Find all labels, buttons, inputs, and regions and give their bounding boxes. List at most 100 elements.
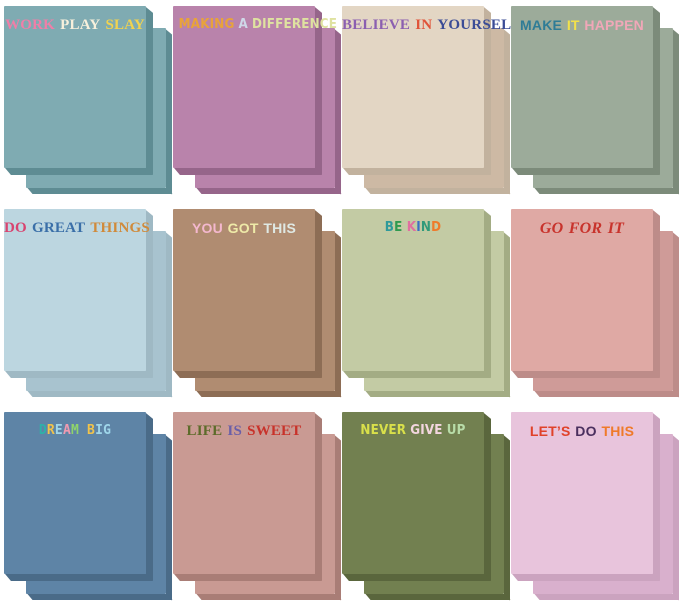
pad-edge-bottom: [343, 371, 491, 378]
pad-edge-bottom: [365, 391, 511, 397]
note-pad-front-do-great-things[interactable]: DO GREAT THINGS: [4, 209, 153, 378]
caption-letter: E: [54, 423, 63, 438]
caption-word: IS: [227, 423, 243, 439]
caption-letter: G: [103, 423, 112, 438]
note-pad-front-dream-big[interactable]: DREAM BIG: [4, 412, 153, 581]
caption-word: HAPPEN: [584, 17, 644, 33]
pad-edge-right: [653, 210, 660, 378]
note-pad-stack-lets-do-this[interactable]: LET’S DO THIS: [511, 412, 679, 601]
pad-edge-right: [146, 7, 153, 175]
note-pad-caption-lets-do-this: LET’S DO THIS: [511, 424, 653, 438]
note-pad-stack-do-great-things[interactable]: DO GREAT THINGS: [4, 209, 173, 398]
caption-word: FOR: [568, 220, 603, 237]
note-pad-front-you-got-this[interactable]: YOU GOT THIS: [173, 209, 322, 378]
note-pad-stack-never-give-up[interactable]: NEVER GIVE UP: [342, 412, 511, 601]
caption-word: DO: [4, 220, 27, 236]
pad-edge-right: [315, 210, 322, 378]
caption-letter: R: [46, 423, 55, 438]
pad-edge-bottom: [27, 188, 173, 194]
caption-word: LIFE: [186, 423, 223, 439]
note-pad-stack-you-got-this[interactable]: YOU GOT THIS: [173, 209, 342, 398]
note-pad-front-never-give-up[interactable]: NEVER GIVE UP: [342, 412, 491, 581]
note-pad-front-making-a-difference[interactable]: MAKING A DIFFERENCE: [173, 6, 337, 175]
caption-letter: N: [420, 220, 432, 235]
note-pad-stack-go-for-it[interactable]: GO FOR IT: [511, 209, 679, 398]
pad-edge-bottom: [196, 391, 342, 397]
caption-word: WORK: [5, 17, 56, 33]
caption-letter: [79, 423, 87, 438]
caption-word: YOU: [191, 220, 223, 236]
note-pad-stack-make-it-happen[interactable]: MAKE IT HAPPEN: [511, 6, 679, 195]
caption-word: IT: [607, 220, 625, 237]
pad-edge-right: [146, 413, 153, 581]
note-pad-caption-do-great-things: DO GREAT THINGS: [4, 220, 150, 236]
caption-letter: E: [394, 220, 403, 235]
pad-edge-right: [315, 413, 322, 581]
note-pad-stack-life-is-sweet[interactable]: LIFE IS SWEET: [173, 412, 342, 601]
pad-edge-right: [166, 232, 172, 398]
caption-word: DIFFERENCE: [252, 17, 338, 32]
pad-edge-bottom: [512, 371, 660, 378]
note-pad-caption-dream-big: DREAM BIG: [4, 424, 146, 437]
note-pad-front-work-play-slay[interactable]: WORK PLAY SLAY: [4, 6, 153, 175]
caption-letter: A: [62, 423, 71, 438]
caption-word: YOURSELF: [437, 17, 521, 33]
note-pad-caption-be-kind: BE KIND: [348, 221, 479, 234]
caption-word: A: [238, 17, 248, 32]
caption-letter: K: [406, 220, 417, 235]
pad-edge-bottom: [534, 188, 679, 194]
note-pad-stack-dream-big[interactable]: DREAM BIG: [4, 412, 173, 601]
pad-edge-bottom: [365, 594, 511, 600]
note-pad-stack-making-a-difference[interactable]: MAKING A DIFFERENCE: [173, 6, 342, 195]
pad-edge-bottom: [365, 188, 511, 194]
caption-letter: B: [87, 423, 96, 438]
caption-word: SWEET: [247, 423, 302, 439]
caption-letter: D: [38, 423, 47, 438]
pad-edge-bottom: [174, 574, 322, 581]
caption-letter: D: [431, 220, 442, 235]
note-pad-stack-work-play-slay[interactable]: WORK PLAY SLAY: [4, 6, 173, 195]
caption-word: GREAT: [32, 220, 86, 236]
pad-edge-bottom: [174, 371, 322, 378]
caption-letter: B: [384, 220, 395, 235]
pad-edge-right: [653, 413, 660, 581]
caption-word: PLAY: [60, 17, 101, 33]
note-pad-front-go-for-it[interactable]: GO FOR IT: [511, 209, 660, 378]
caption-word: THINGS: [90, 220, 150, 236]
caption-word: IN: [415, 17, 433, 33]
pad-edge-bottom: [196, 594, 342, 600]
note-pad-front-lets-do-this[interactable]: LET’S DO THIS: [511, 412, 660, 581]
caption-word: LET’S: [529, 423, 571, 439]
pad-edge-right: [653, 7, 660, 175]
note-pad-front-be-kind[interactable]: BE KIND: [342, 209, 491, 378]
note-pad-front-life-is-sweet[interactable]: LIFE IS SWEET: [173, 412, 322, 581]
pad-edge-right: [335, 29, 341, 195]
note-pad-caption-go-for-it: GO FOR IT: [511, 221, 653, 237]
pad-edge-right: [484, 413, 491, 581]
pad-edge-right: [504, 435, 510, 601]
note-pad-front-make-it-happen[interactable]: MAKE IT HAPPEN: [511, 6, 660, 175]
pad-edge-bottom: [5, 371, 153, 378]
pad-edge-bottom: [5, 168, 153, 175]
note-pad-front-believe-in-yourself[interactable]: BELIEVE IN YOURSELF: [342, 6, 520, 175]
pad-edge-right: [504, 232, 510, 398]
pad-edge-bottom: [343, 168, 491, 175]
caption-word: THIS: [601, 423, 635, 439]
pad-edge-bottom: [27, 594, 173, 600]
pad-edge-right: [335, 232, 341, 398]
caption-word: MAKE: [520, 17, 563, 33]
caption-word: GIVE: [410, 423, 443, 438]
note-pad-stack-be-kind[interactable]: BE KIND: [342, 209, 511, 398]
caption-word: BELIEVE: [342, 17, 411, 33]
pad-edge-bottom: [512, 168, 660, 175]
pad-edge-right: [166, 29, 172, 195]
pad-edge-right: [673, 232, 679, 398]
pad-edge-right: [504, 29, 510, 195]
note-pad-caption-life-is-sweet: LIFE IS SWEET: [173, 424, 315, 439]
pad-edge-bottom: [27, 391, 173, 397]
caption-word: MAKING: [178, 17, 235, 32]
pad-edge-right: [335, 435, 341, 601]
note-pad-caption-never-give-up: NEVER GIVE UP: [348, 424, 479, 437]
note-pad-stack-believe-in-yourself[interactable]: BELIEVE IN YOURSELF: [342, 6, 520, 195]
